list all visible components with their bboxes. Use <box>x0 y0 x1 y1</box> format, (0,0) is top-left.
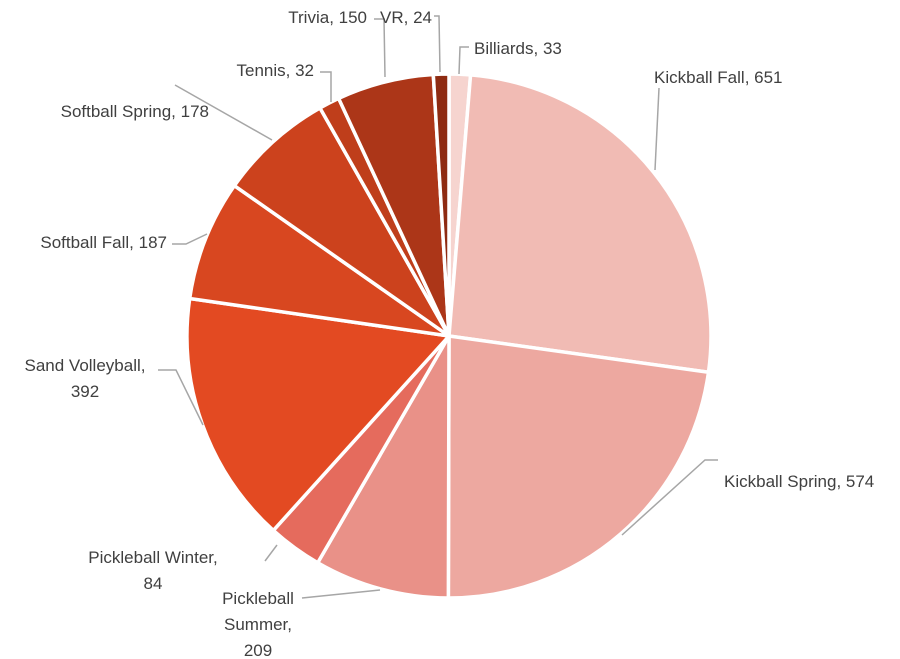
leader-line-tennis <box>320 71 332 102</box>
data-label-trivia: Trivia, 150 <box>288 8 367 27</box>
leader-lines <box>158 15 718 599</box>
data-label-kickball-spring: Kickball Spring, 574 <box>724 472 874 491</box>
data-label-sand-volleyball: 392 <box>71 382 99 401</box>
pie-slices <box>185 72 713 600</box>
pie-slice-kickball-spring <box>446 334 711 600</box>
leader-line-pickleball-winter <box>264 544 278 562</box>
pie-slice-kickball-fall <box>447 73 713 374</box>
data-label-billiards: Billiards, 33 <box>474 39 562 58</box>
pie-slice-softball-fall <box>187 183 451 338</box>
data-label-softball-spring: Softball Spring, 178 <box>61 102 209 121</box>
leader-line-billiards <box>458 46 469 75</box>
data-label-pickleball-summer: 209 <box>244 641 272 659</box>
leader-line-kickball-spring <box>621 459 718 536</box>
leader-line-pickleball-summer <box>301 589 381 599</box>
pie-slice-softball-spring <box>232 106 451 338</box>
data-label-tennis: Tennis, 32 <box>237 61 315 80</box>
data-label-vr: VR, 24 <box>380 8 432 27</box>
leader-line-vr <box>434 15 441 73</box>
data-label-softball-fall: Softball Fall, 187 <box>40 233 167 252</box>
leader-line-trivia <box>374 18 386 78</box>
data-labels: Billiards, 33 Kickball Fall, 651 Kickball … <box>25 8 875 659</box>
pie-slice-vr <box>431 72 451 338</box>
data-label-pickleball-summer: Pickleball <box>222 589 294 608</box>
data-label-kickball-fall: Kickball Fall, 651 <box>654 68 783 87</box>
leader-line-softball-fall <box>172 233 208 245</box>
leader-line-softball-spring <box>174 84 273 141</box>
leader-line-kickball-fall <box>654 87 660 171</box>
leader-line-sand-volleyball <box>158 369 204 426</box>
data-label-pickleball-winter: Pickleball Winter, <box>88 548 217 567</box>
pie-slice-pickleball-summer <box>315 334 451 600</box>
data-label-pickleball-winter: 84 <box>144 574 163 593</box>
data-label-sand-volleyball: Sand Volleyball, <box>25 356 146 375</box>
data-label-pickleball-summer: Summer, <box>224 615 292 634</box>
